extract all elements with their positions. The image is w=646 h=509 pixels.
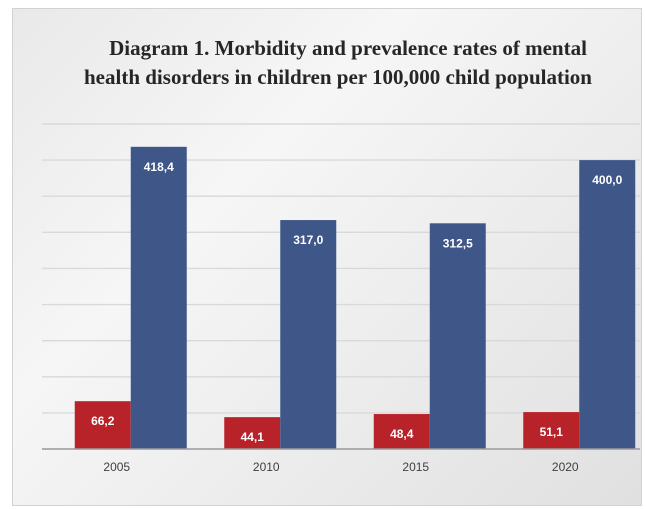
data-labels: 66,2 418,4 44,1 317,0 48,4 312,5 51,1 400,0 bbox=[91, 160, 623, 444]
bar-series-2 bbox=[429, 223, 486, 449]
bar-series-2 bbox=[130, 146, 187, 450]
x-tick-label: 2015 bbox=[402, 460, 429, 474]
chart-title-line-1: Diagram 1. Morbidity and prevalence rate… bbox=[109, 36, 587, 60]
bar-series-1 bbox=[373, 414, 430, 449]
data-label: 418,4 bbox=[144, 160, 174, 174]
data-label: 312,5 bbox=[443, 236, 473, 250]
bar-series-1 bbox=[523, 412, 580, 449]
bars bbox=[74, 146, 636, 450]
chart-title-line-2: health disorders in children per 100,000… bbox=[84, 65, 592, 89]
bar-series-2 bbox=[579, 160, 636, 449]
data-label: 400,0 bbox=[592, 173, 622, 187]
x-axis: 2005 2010 2015 2020 bbox=[42, 448, 640, 474]
bar-series-1 bbox=[74, 401, 131, 449]
data-label: 51,1 bbox=[540, 425, 564, 439]
x-tick-label: 2010 bbox=[253, 460, 280, 474]
chart-title: Diagram 1. Morbidity and prevalence rate… bbox=[0, 34, 646, 92]
data-label: 317,0 bbox=[293, 233, 323, 247]
data-label: 44,1 bbox=[241, 430, 265, 444]
x-tick-label: 2020 bbox=[552, 460, 579, 474]
bar-series-1 bbox=[224, 417, 281, 449]
bar-series-2 bbox=[280, 220, 337, 449]
data-label: 48,4 bbox=[390, 427, 414, 441]
x-tick-label: 2005 bbox=[103, 460, 130, 474]
data-label: 66,2 bbox=[91, 414, 115, 428]
